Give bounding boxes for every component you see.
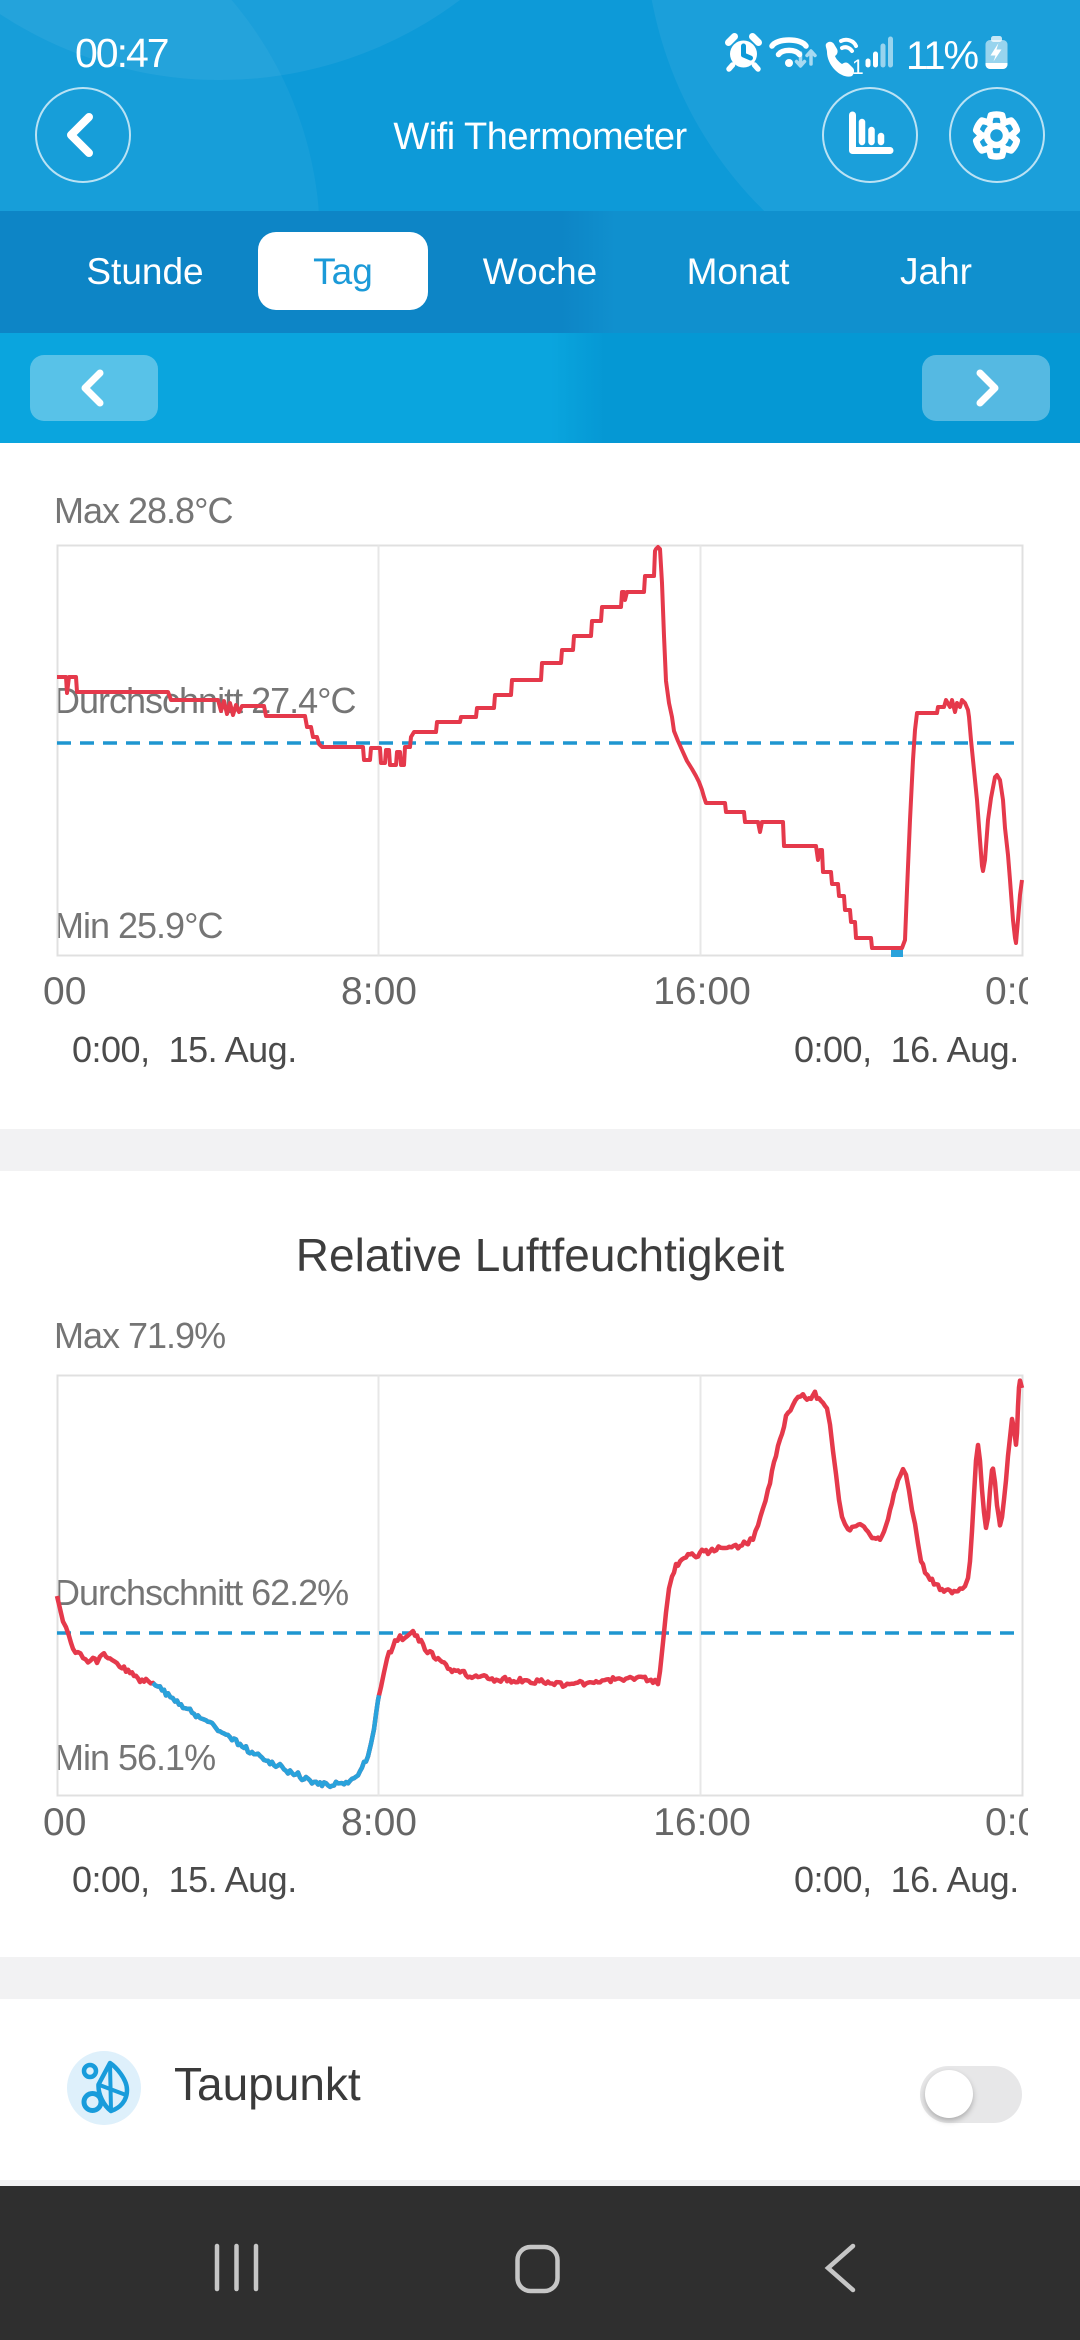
svg-text:11%: 11%	[906, 34, 979, 78]
svg-text:1: 1	[852, 56, 864, 79]
